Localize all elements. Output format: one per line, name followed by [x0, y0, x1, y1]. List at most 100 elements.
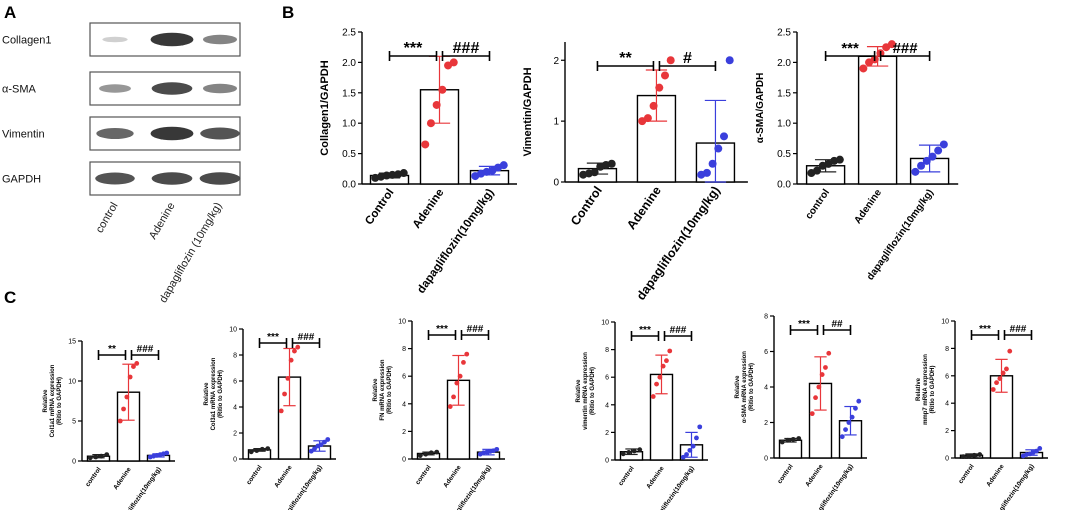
data-point — [426, 119, 435, 128]
y-axis-label: Collagen1/GAPDH — [319, 60, 331, 155]
data-point — [499, 161, 508, 170]
data-point — [1007, 348, 1013, 354]
data-point — [464, 351, 470, 357]
y-tick-label: 10 — [229, 326, 237, 333]
chart-c5: 0 2 4 6 8 Relative α-SMA mRNA expression (Ritio… — [735, 313, 867, 510]
data-point — [259, 446, 265, 452]
y-tick-label: 8 — [402, 346, 406, 353]
y-tick-label: 0 — [402, 456, 406, 463]
data-point — [282, 391, 287, 397]
data-point — [164, 450, 170, 456]
y-tick-label: 10 — [601, 319, 609, 326]
data-point — [843, 427, 848, 432]
category-label: Control — [363, 187, 396, 227]
data-point — [1004, 366, 1009, 372]
y-tick-label: 8 — [764, 313, 768, 320]
blot-band — [99, 84, 131, 93]
sig-label: ### — [670, 325, 687, 336]
y-tick-label: 8 — [605, 347, 609, 354]
panel-letter-b: B — [282, 3, 294, 22]
y-tick-label: 0 — [72, 458, 76, 465]
y-tick-label: 10 — [398, 318, 406, 325]
y-tick-label: 2 — [764, 420, 768, 427]
y-axis-label: Relative — [373, 378, 379, 402]
data-point — [725, 56, 734, 65]
data-point — [432, 100, 441, 109]
data-point — [607, 159, 616, 168]
data-point — [708, 159, 717, 168]
data-point — [823, 365, 828, 370]
data-point — [447, 404, 453, 409]
data-point — [423, 451, 429, 457]
data-point — [702, 168, 711, 177]
y-tick-label: 4 — [764, 384, 768, 391]
y-tick-label: 1 — [553, 117, 559, 128]
y-tick-label: 6 — [233, 378, 237, 385]
data-point — [265, 446, 271, 451]
y-tick-label: 6 — [605, 375, 609, 382]
y-tick-label: 0 — [233, 456, 237, 463]
band-label: Collagen1 — [2, 35, 52, 47]
y-tick-label: 2 — [233, 430, 237, 437]
data-point — [254, 448, 260, 453]
data-point — [428, 450, 434, 456]
western-blot-panel: Collagen1 α-SMA Vimentin GAPDH control Adenin… — [2, 22, 241, 305]
y-tick-label: 8 — [233, 352, 237, 359]
data-point — [399, 169, 408, 178]
category-label: control — [776, 463, 794, 485]
data-point — [849, 414, 855, 420]
y-tick-label: 4 — [402, 401, 406, 408]
data-point — [325, 437, 331, 442]
data-point — [308, 448, 314, 454]
y-tick-label: 0.0 — [342, 180, 356, 191]
data-point — [288, 357, 294, 363]
y-tick-label: 0 — [764, 455, 768, 462]
sig-label: *** — [267, 332, 279, 343]
blot-band — [150, 126, 194, 141]
data-point — [620, 451, 626, 457]
data-point — [322, 439, 327, 445]
data-point — [690, 443, 696, 449]
category-label: control — [957, 463, 975, 485]
band-label: α-SMA — [2, 84, 37, 96]
data-point — [134, 361, 140, 366]
data-point — [285, 376, 291, 381]
y-tick-label: 6 — [945, 373, 949, 380]
data-point — [785, 437, 791, 443]
y-axis-label: mmp7 mRNA expression — [923, 354, 929, 425]
panel-letter-c: C — [4, 288, 16, 307]
y-axis-label: (Ritio to GAPDH) — [218, 370, 224, 418]
sig-label: *** — [436, 324, 448, 335]
data-point — [104, 452, 110, 457]
data-point — [98, 453, 104, 459]
sig-label: ### — [893, 40, 919, 57]
data-point — [664, 358, 669, 364]
data-point — [714, 144, 723, 153]
data-point — [124, 394, 130, 400]
chart-c1: 0 5 10 15 Relative Col1a1 mRNA expression (Rit… — [43, 338, 175, 510]
sig-label: *** — [798, 319, 810, 330]
y-axis-label: Relative — [576, 379, 582, 403]
category-label: Adenine — [273, 464, 294, 489]
data-point — [790, 436, 796, 442]
blot-band — [202, 34, 238, 45]
y-tick-label: 2 — [402, 429, 406, 436]
y-tick-label: 15 — [68, 338, 76, 345]
data-point — [295, 344, 301, 350]
data-point — [853, 405, 858, 411]
y-tick-label: 2.5 — [342, 28, 356, 39]
sig-label: ### — [1010, 324, 1027, 335]
sig-label: ### — [453, 40, 480, 57]
y-axis-label: FN mRNA expression — [380, 359, 386, 420]
data-point — [667, 348, 673, 354]
y-tick-label: 8 — [945, 346, 949, 353]
y-tick-label: 10 — [68, 378, 76, 385]
y-axis-label: α-SMA mRNA expression — [742, 351, 748, 423]
data-point — [917, 161, 926, 170]
blot-band — [151, 82, 193, 95]
data-point — [655, 83, 664, 92]
sig-label: ## — [831, 319, 843, 330]
y-tick-label: 2.5 — [777, 28, 791, 39]
